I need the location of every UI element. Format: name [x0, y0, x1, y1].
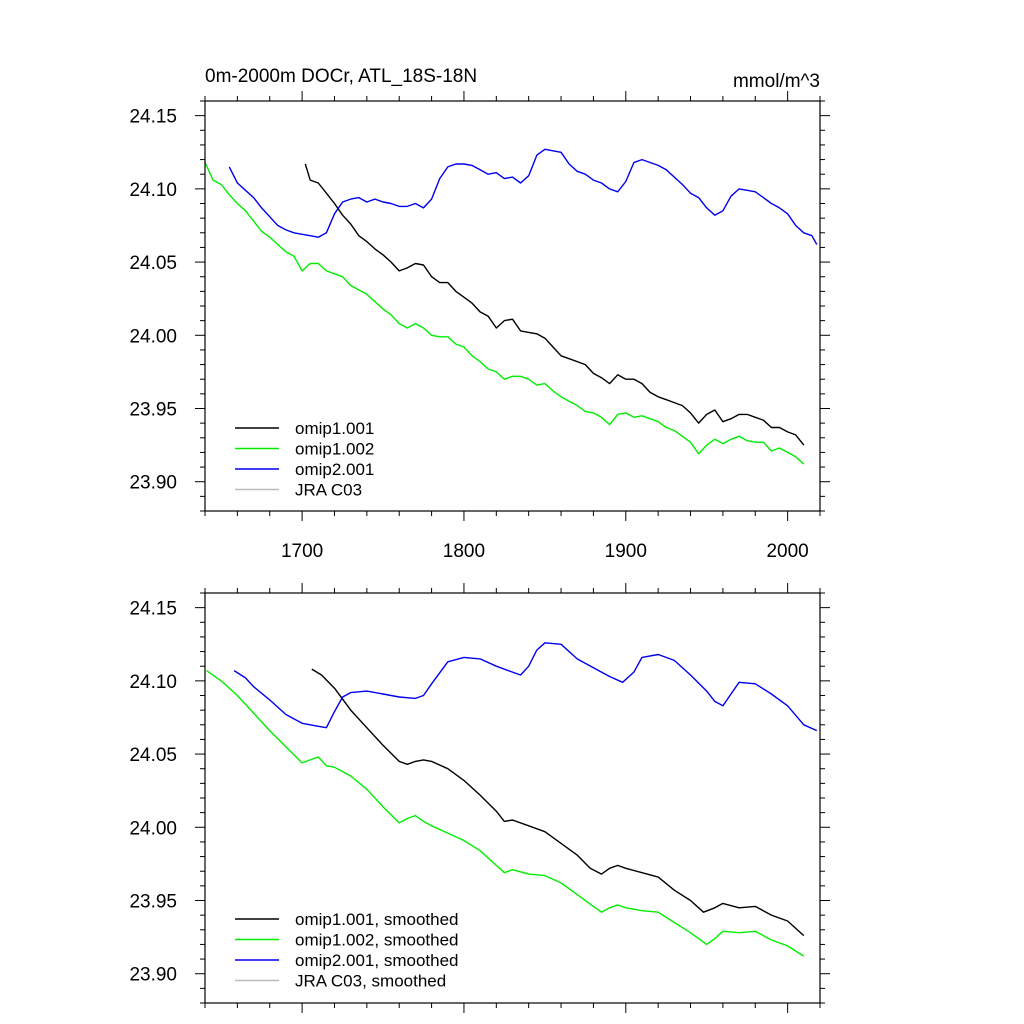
x-tick-label: 1700: [281, 541, 323, 562]
x-axis-tick-labels-top: 1700 1800 1900 2000: [281, 541, 809, 562]
y-axis-tick-labels-top: 23.90 23.95 24.00 24.05 24.10 24.15: [129, 107, 177, 494]
series-lines-top: [204, 148, 818, 465]
y-axis-tick-labels-bottom: 23.90 23.95 24.00 24.05 24.10 24.15: [129, 599, 177, 986]
legend-label: omip2.001: [295, 460, 374, 479]
series-line-omip2-001-smoothed: [233, 642, 818, 732]
y-tick-label: 24.05: [129, 745, 177, 766]
y-tick-label: 24.00: [129, 818, 177, 839]
chart-title-units: mmol/m^3: [733, 71, 820, 92]
legend-label: omip1.001, smoothed: [295, 910, 459, 929]
legend-label: JRA C03: [295, 481, 362, 500]
series-line-omip1-001-smoothed: [311, 668, 805, 937]
y-tick-label: 24.15: [129, 599, 177, 620]
x-tick-label: 2000: [766, 541, 808, 562]
y-tick-label: 24.00: [129, 326, 177, 347]
legend-label: omip1.002: [295, 440, 374, 459]
y-tick-label: 24.10: [129, 672, 177, 693]
legend-label: omip1.002, smoothed: [295, 931, 459, 950]
y-tick-label: 23.90: [129, 965, 177, 986]
y-tick-label: 23.90: [129, 473, 177, 494]
chart-title-left: 0m-2000m DOCr, ATL_18S-18N: [205, 66, 477, 87]
y-tick-label: 24.10: [129, 180, 177, 201]
legend-bottom: omip1.001, smoothed omip1.002, smoothedom…: [235, 910, 459, 991]
x-tick-label: 1900: [605, 541, 647, 562]
plot-frame-top: [204, 100, 821, 512]
legend-label: omip2.001, smoothed: [295, 951, 459, 970]
series-lines-bottom: [206, 642, 818, 957]
plot-frame-bottom: [204, 592, 821, 1004]
panel-bottom: 23.90 23.95 24.00 24.05 24.10 24.15 omip1.001…: [129, 583, 830, 1013]
y-tick-label: 24.15: [129, 107, 177, 128]
legend-label: JRA C03, smoothed: [295, 972, 446, 991]
y-tick-label: 23.95: [129, 892, 177, 913]
y-tick-label: 24.05: [129, 253, 177, 274]
x-tick-label: 1800: [443, 541, 485, 562]
legend-label: omip1.001: [295, 419, 374, 438]
panel-top: 0m-2000m DOCr, ATL_18S-18N mmol/m^3 23.9…: [129, 66, 830, 562]
series-line-omip2-001: [228, 148, 818, 245]
axis-ticks-top-panel: [195, 91, 830, 521]
series-line-omip1-001: [304, 163, 805, 446]
axis-ticks-bottom-panel: [195, 583, 830, 1013]
y-tick-label: 23.95: [129, 400, 177, 421]
series-line-omip1-002-smoothed: [206, 670, 805, 957]
series-line-omip1-002: [204, 162, 805, 465]
